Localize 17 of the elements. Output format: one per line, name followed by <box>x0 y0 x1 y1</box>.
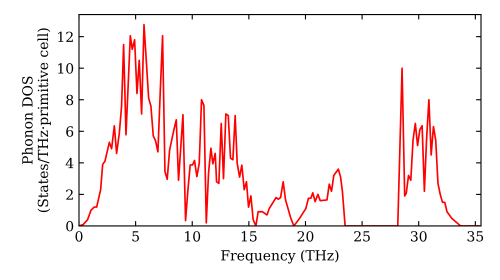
y-tick-label: 12 <box>58 32 73 42</box>
x-tick-label: 15 <box>242 231 257 242</box>
x-tick-label: 10 <box>185 231 200 242</box>
x-tick-label: 5 <box>132 231 139 242</box>
x-tick-label: 25 <box>354 231 370 242</box>
y-tick-label: 4 <box>66 158 74 168</box>
x-tick-label: 0 <box>75 231 82 242</box>
y-tick-label: 10 <box>58 63 74 74</box>
y-tick-label: 2 <box>66 189 73 200</box>
y-tick-label: 8 <box>66 94 74 106</box>
x-tick-label: 35 <box>468 231 484 242</box>
y-tick-label: 6 <box>66 126 74 137</box>
y-tick-label: 0 <box>66 220 74 232</box>
x-tick-label: 30 <box>410 231 427 242</box>
x-axis-title: Frequency (THz) <box>221 250 338 264</box>
y-axis-title: Phonon DOS (States/THz·primitive cell) <box>22 28 51 212</box>
x-tick-label: 20 <box>298 231 314 242</box>
